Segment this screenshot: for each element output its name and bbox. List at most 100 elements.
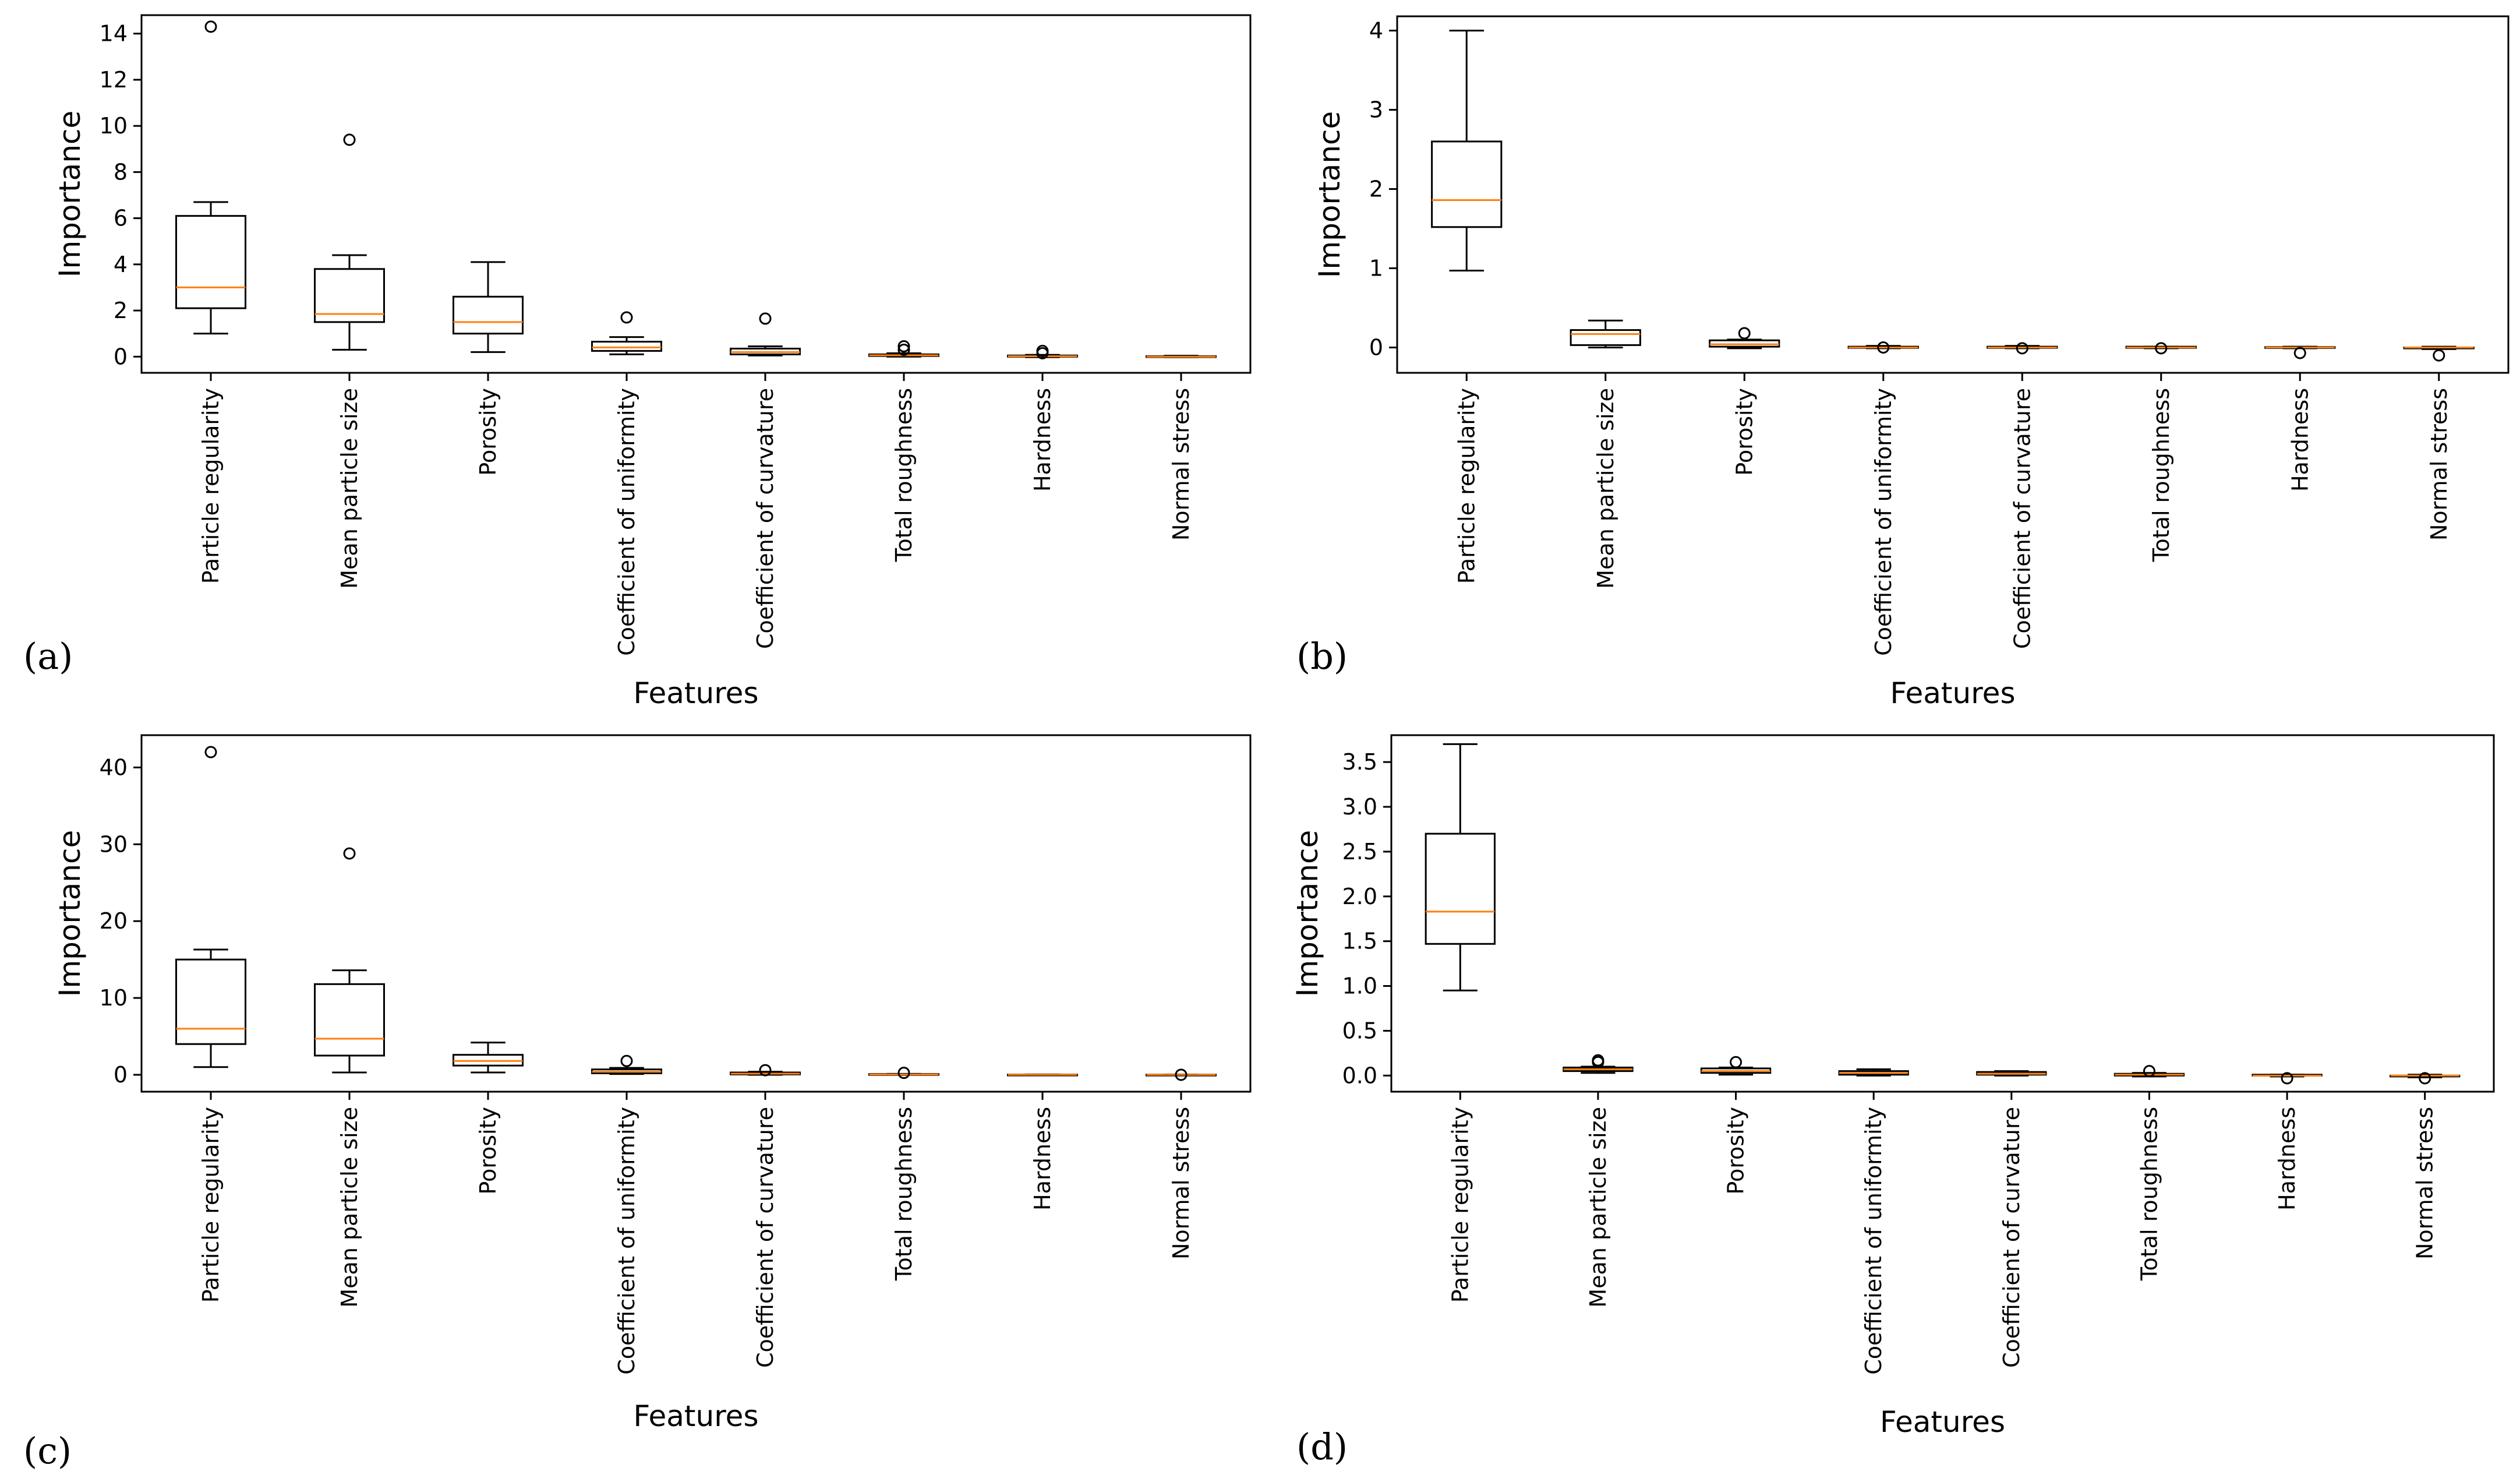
- y-tick-label: 2.5: [1342, 839, 1377, 864]
- x-tick-label: Total roughness: [891, 1107, 917, 1281]
- box-7: [1146, 1068, 1217, 1081]
- box-5: [2113, 1065, 2185, 1078]
- y-tick-label: 4: [1369, 17, 1383, 43]
- x-tick-label: Total roughness: [2148, 388, 2174, 562]
- y-tick-label: 0: [1369, 334, 1383, 360]
- box-6: [2252, 1072, 2323, 1085]
- box-4: [1987, 342, 2058, 355]
- panel-label: (d): [1296, 1425, 1348, 1468]
- box-4: [1976, 1070, 2047, 1077]
- panel-label: (a): [23, 635, 73, 678]
- y-tick-label: 0: [114, 1062, 128, 1088]
- box-0: [175, 20, 246, 335]
- iqr-box: [314, 983, 385, 1057]
- y-tick-label: 12: [100, 67, 128, 93]
- box-3: [1838, 1068, 1909, 1077]
- outlier-point: [759, 1064, 772, 1077]
- box-6: [1007, 344, 1078, 359]
- y-tick-label: 1: [1369, 255, 1383, 281]
- y-axis-label: Importance: [1291, 830, 1324, 997]
- outlier-point: [2293, 347, 2306, 359]
- box-7: [1146, 355, 1217, 358]
- box-4: [730, 312, 801, 357]
- x-axis-label: Features: [634, 1399, 759, 1433]
- x-tick-label: Porosity: [475, 388, 501, 476]
- box-2: [453, 1042, 524, 1074]
- axes-frame: [1390, 734, 2495, 1093]
- iqr-box: [591, 341, 662, 352]
- box-2: [1709, 327, 1780, 350]
- x-tick-label: Particle regularity: [198, 1107, 224, 1303]
- y-tick-label: 3: [1369, 97, 1383, 122]
- y-tick-label: 2: [114, 298, 128, 323]
- box-3: [591, 1054, 662, 1075]
- outlier-point: [1036, 344, 1049, 357]
- iqr-box: [314, 268, 385, 323]
- outlier-point: [204, 20, 217, 33]
- x-tick-label: Particle regularity: [1447, 1107, 1473, 1303]
- outlier-point: [2155, 342, 2168, 355]
- outlier-point: [1877, 341, 1890, 354]
- box-1: [1570, 319, 1641, 348]
- x-tick-label: Mean particle size: [337, 1107, 362, 1308]
- outlier-point: [2143, 1065, 2155, 1078]
- y-tick-label: 0: [114, 344, 128, 369]
- box-5: [868, 1067, 939, 1079]
- box-0: [175, 746, 246, 1068]
- axes-frame: [140, 734, 1252, 1093]
- y-tick-label: 30: [100, 831, 128, 857]
- iqr-box: [175, 215, 246, 309]
- outlier-point: [1175, 1068, 1187, 1081]
- y-tick-label: 8: [114, 159, 128, 185]
- x-tick-label: Porosity: [1731, 388, 1757, 476]
- box-1: [1563, 1054, 1634, 1074]
- y-axis-label: Importance: [1313, 111, 1346, 278]
- x-tick-label: Mean particle size: [1593, 388, 1618, 589]
- panel-label: (b): [1296, 635, 1348, 678]
- x-tick-label: Coefficient of curvature: [2009, 388, 2035, 649]
- box-0: [1431, 29, 1503, 272]
- y-tick-label: 14: [100, 21, 128, 47]
- outlier-point: [2433, 349, 2445, 362]
- outlier-point: [1730, 1056, 1743, 1068]
- y-tick-label: 3.0: [1342, 794, 1377, 820]
- y-tick-label: 1.5: [1342, 929, 1377, 954]
- box-6: [1007, 1073, 1078, 1077]
- outlier-point: [897, 340, 910, 352]
- box-3: [1847, 341, 1919, 354]
- x-axis-label: Features: [634, 676, 759, 710]
- y-axis-label: Importance: [53, 830, 87, 997]
- outlier-point: [2016, 342, 2028, 355]
- outlier-point: [2281, 1072, 2293, 1085]
- y-tick-label: 2: [1369, 176, 1383, 202]
- y-tick-label: 10: [100, 113, 128, 139]
- box-1: [314, 133, 385, 351]
- panel-b: 0 1 2 3 4 Importance Particle regularity Mean p…: [1296, 15, 2510, 710]
- outlier-point: [343, 133, 356, 146]
- outlier-point: [620, 1054, 633, 1067]
- x-tick-label: Normal stress: [2426, 388, 2452, 541]
- panel-c: 0 10 20 30 40 Importance Particle regularity Me…: [23, 734, 1252, 1472]
- y-axis-label: Importance: [53, 111, 87, 278]
- x-tick-label: Hardness: [1030, 388, 1055, 492]
- x-tick-label: Hardness: [2287, 388, 2313, 492]
- box-1: [314, 847, 385, 1074]
- y-tick-label: 6: [114, 206, 128, 231]
- outlier-point: [897, 343, 910, 356]
- iqr-box: [175, 958, 246, 1045]
- x-tick-label: Coefficient of curvature: [752, 1107, 778, 1368]
- x-tick-label: Porosity: [1723, 1107, 1749, 1195]
- y-tick-label: 4: [114, 252, 128, 277]
- panel-a: 0 2 4 6 8 10 12 14 Importance Particle regularity…: [23, 14, 1252, 710]
- x-tick-label: Hardness: [2274, 1107, 2300, 1211]
- outlier-point: [2419, 1072, 2431, 1085]
- box-5: [2125, 342, 2197, 355]
- outlier-point: [204, 746, 217, 758]
- panel-d: 0.0 0.5 1.0 1.5 2.0 2.5 3.0 3.5 Importance Partic…: [1291, 734, 2495, 1468]
- x-tick-label: Coefficient of uniformity: [614, 1107, 639, 1375]
- box-3: [591, 311, 662, 355]
- y-tick-label: 2.0: [1342, 884, 1377, 909]
- x-axis-label: Features: [1890, 676, 2016, 710]
- box-7: [2403, 345, 2475, 362]
